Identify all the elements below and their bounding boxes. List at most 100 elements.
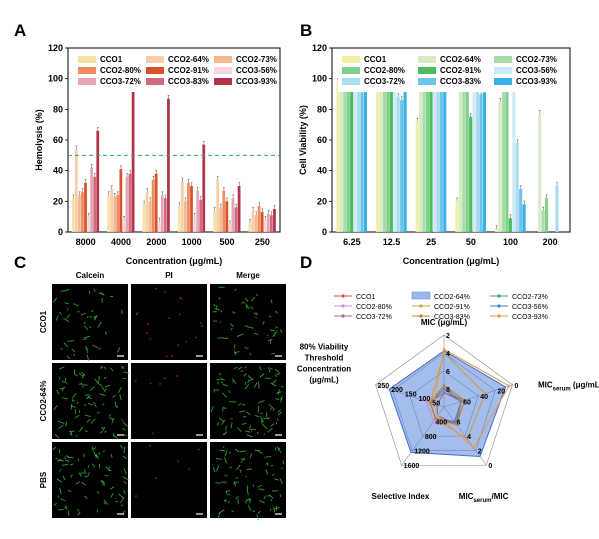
axis-label-sub: serum <box>473 498 491 504</box>
radar-axis-label: 80% Viability <box>300 342 349 351</box>
radar-tick-label: 1200 <box>414 449 430 456</box>
calcein-cell <box>247 378 254 382</box>
bar <box>360 92 364 232</box>
radar-tick-label: 6 <box>457 420 461 427</box>
pi-dot <box>149 382 152 385</box>
calcein-cell <box>91 446 94 450</box>
bar <box>113 196 117 232</box>
calcein-cell <box>72 399 75 402</box>
legend-swatch <box>78 78 96 85</box>
calcein-cell <box>62 397 68 400</box>
panel-c-microscopy: Calcein PI Merge CCO1 CCO2-64% PBS <box>39 271 286 521</box>
x-tick-label: 8000 <box>76 237 96 247</box>
bar <box>376 83 380 233</box>
radar-marker <box>463 399 466 402</box>
radar-tick-label: 250 <box>378 383 390 390</box>
bar <box>269 215 273 232</box>
calcein-cell <box>224 474 228 477</box>
legend-label: CCO3-72% <box>364 77 405 86</box>
microscopy-row-label: PBS <box>39 471 48 488</box>
calcein-cell <box>81 372 86 376</box>
calcein-cell <box>245 499 249 502</box>
y-tick-label: 100 <box>48 74 63 84</box>
legend-marker <box>341 304 345 308</box>
calcein-cell <box>265 462 269 465</box>
radar-tick-label: 100 <box>419 396 431 403</box>
bar <box>167 98 170 232</box>
calcein-cell <box>95 453 99 458</box>
pi-dot <box>198 448 200 451</box>
calcein-cell <box>96 411 100 415</box>
calcein-cell <box>216 465 220 472</box>
bar <box>436 78 440 233</box>
calcein-cell <box>64 506 66 510</box>
calcein-cell <box>83 325 89 330</box>
calcein-cell <box>266 463 269 466</box>
microscopy-column-label: Calcein <box>76 271 105 280</box>
radar-axis-label: Concentration <box>297 364 351 373</box>
legend-label: CCO3-93% <box>512 314 548 321</box>
axis-label-main: MIC <box>459 492 474 501</box>
bar <box>519 189 523 232</box>
calcein-cell <box>270 499 273 502</box>
calcein-cell <box>243 372 248 377</box>
bar <box>116 195 120 232</box>
radar-series-line <box>429 384 466 426</box>
calcein-cell <box>258 381 260 389</box>
pi-dot <box>177 460 180 463</box>
legend-label: CCO1 <box>100 55 123 64</box>
pi-dot <box>135 313 138 316</box>
radar-series-line <box>429 351 486 440</box>
legend-label: CCO2-80% <box>356 304 392 311</box>
pi-dot <box>179 296 181 299</box>
calcein-cell <box>67 340 74 342</box>
bar <box>119 169 123 232</box>
bar <box>74 149 78 232</box>
calcein-cell <box>81 312 86 316</box>
calcein-cell <box>248 498 251 502</box>
bar <box>260 212 264 232</box>
legend-swatch <box>342 67 360 74</box>
bar <box>522 204 526 232</box>
radar-tick-label: 20 <box>497 388 505 395</box>
bar <box>219 207 223 232</box>
calcein-cell <box>117 347 121 353</box>
legend-swatch <box>494 67 512 74</box>
pi-dot <box>155 287 157 290</box>
calcein-cell <box>240 370 244 372</box>
calcein-cell <box>259 500 265 504</box>
calcein-cell <box>247 375 254 381</box>
calcein-cell <box>87 465 90 468</box>
bar <box>84 182 87 232</box>
legend-marker <box>497 304 501 308</box>
bar <box>339 78 343 233</box>
legend-swatch <box>78 56 96 63</box>
calcein-cell <box>274 374 277 377</box>
calcein-cell <box>66 355 71 360</box>
calcein-cell <box>92 344 99 349</box>
bar <box>222 190 226 232</box>
axis-label-tail: (μg/mL) <box>571 380 599 389</box>
radar-marker <box>483 392 487 395</box>
calcein-cell <box>78 472 82 477</box>
bar <box>193 216 196 232</box>
y-tick-label: 120 <box>48 43 63 53</box>
legend-swatch <box>411 291 431 300</box>
calcein-cell <box>228 500 230 504</box>
radar-marker <box>429 401 432 404</box>
calcein-cell <box>277 388 280 395</box>
calcein-cell <box>233 351 240 354</box>
calcein-cell <box>95 455 99 460</box>
calcein-cell <box>244 325 252 329</box>
calcein-cell <box>218 296 221 300</box>
radar-axis-label: MIC (μg/mL) <box>421 318 468 327</box>
calcein-cell <box>77 508 80 512</box>
x-tick-label: 100 <box>503 237 518 247</box>
legend-label: CCO2-64% <box>440 55 481 64</box>
calcein-cell <box>90 418 96 424</box>
calcein-cell <box>58 377 61 380</box>
x-tick-label: 25 <box>426 237 436 247</box>
microscopy-column-label: PI <box>165 271 173 280</box>
calcein-cell <box>98 292 103 295</box>
pi-dot <box>219 320 222 323</box>
